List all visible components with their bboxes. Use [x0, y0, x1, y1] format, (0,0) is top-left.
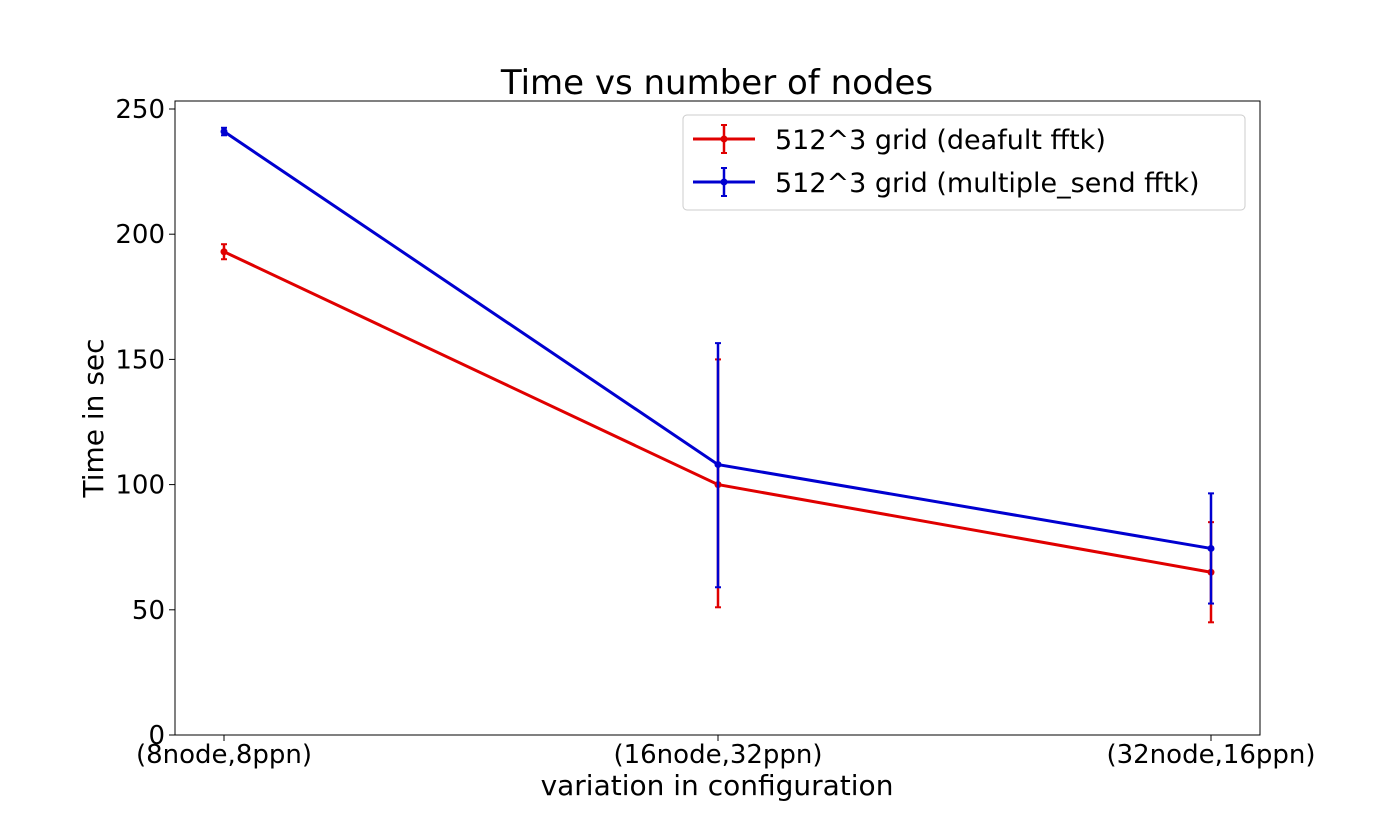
x-tick-label: (16node,32ppn): [613, 740, 822, 770]
chart-title: Time vs number of nodes: [500, 63, 933, 103]
legend-item-2: 512^3 grid (multiple_send fftk): [693, 167, 1200, 199]
legend-marker: [720, 135, 728, 143]
x-axis-ticks: (8node,8ppn) (16node,32ppn) (32node,16ppn): [136, 735, 1316, 770]
y-tick-label: 50: [132, 596, 165, 626]
legend-marker: [720, 178, 728, 186]
y-tick-label: 150: [115, 345, 165, 375]
legend-box: [682, 114, 1246, 211]
y-axis-ticks: 0 50 100 150 200 250: [115, 95, 175, 751]
data-point: [220, 248, 228, 256]
series-layer: [220, 126, 1215, 624]
y-tick-label: 200: [115, 220, 165, 250]
x-tick-label: (32node,16ppn): [1106, 740, 1315, 770]
x-axis-label: variation in configuration: [541, 769, 894, 802]
data-point: [220, 128, 228, 136]
legend-label: 512^3 grid (multiple_send fftk): [775, 168, 1200, 199]
x-tick-label: (8node,8ppn): [136, 740, 312, 770]
y-tick-label: 0: [148, 721, 165, 751]
y-tick-label: 250: [115, 95, 165, 125]
legend: 512^3 grid (deafult fftk) 512^3 grid (mul…: [682, 114, 1246, 211]
legend-label: 512^3 grid (deafult fftk): [775, 125, 1106, 156]
y-axis-label: Time in sec: [77, 338, 110, 498]
data-point: [714, 461, 722, 469]
y-tick-label: 100: [115, 471, 165, 501]
legend-item-1: 512^3 grid (deafult fftk): [693, 124, 1106, 156]
series-2: [220, 126, 1215, 605]
data-point: [1207, 544, 1215, 552]
